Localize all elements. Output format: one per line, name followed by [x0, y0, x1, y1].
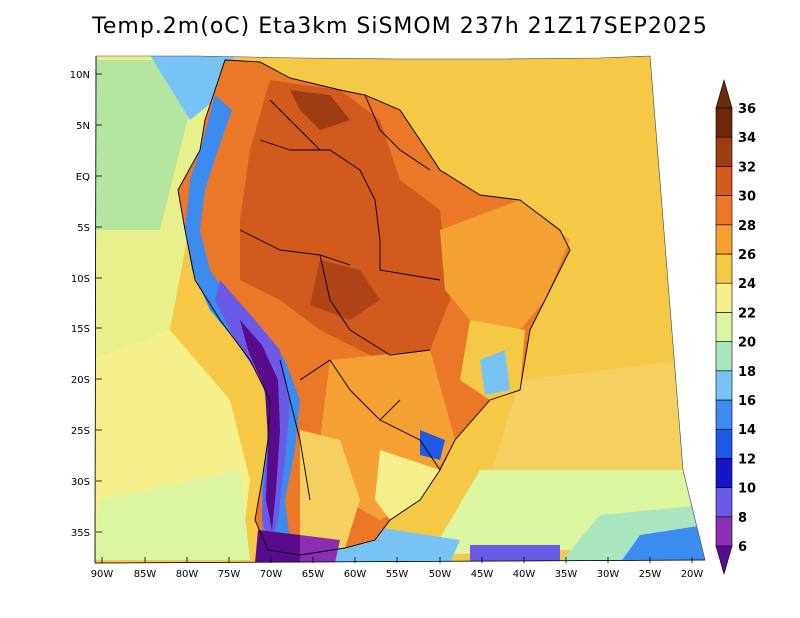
lon-label-65w: 65W [302, 569, 325, 580]
latitude-axis: 10N 5N EQ 5S 10S 15S 20S 25S 30S 35S [70, 55, 102, 564]
colorbar-label: 24 [738, 277, 756, 292]
colorbar-swatches [715, 78, 733, 576]
country-borders [177, 59, 571, 556]
colorbar-label: 14 [738, 423, 756, 438]
lon-label-70w: 70W [260, 569, 283, 580]
lon-label-30w: 30W [597, 569, 620, 580]
lon-label-90w: 90W [91, 569, 114, 580]
colorbar-label: 8 [738, 511, 747, 526]
colorbar-swatch [715, 136, 733, 167]
lon-label-85w: 85W [134, 569, 157, 580]
colorbar-swatch [715, 370, 733, 401]
colorbar-swatch [715, 282, 733, 313]
lat-label-5n: 5N [76, 121, 90, 132]
colorbar-swatch [715, 487, 733, 518]
lon-label-75w: 75W [218, 569, 241, 580]
colorbar-label: 16 [738, 394, 756, 409]
lat-label-15s: 15S [71, 324, 90, 335]
lon-label-20w: 20W [681, 569, 704, 580]
colorbar-label: 10 [738, 482, 756, 497]
colorbar-swatch [715, 107, 733, 138]
colorbar-label: 30 [738, 190, 756, 205]
colorbar-label: 28 [738, 219, 756, 234]
colorbar-swatch [715, 516, 733, 547]
lon-label-45w: 45W [471, 569, 494, 580]
colorbar-label: 32 [738, 160, 756, 175]
map-title: Temp.2m(oC) Eta3km SiSMOM 237h 21Z17SEP2… [92, 14, 708, 39]
colorbar-swatch [715, 341, 733, 372]
lon-label-25w: 25W [639, 569, 662, 580]
lat-label-35s: 35S [71, 528, 90, 539]
lat-label-10s: 10S [71, 274, 90, 285]
lon-label-80w: 80W [176, 569, 199, 580]
colorbar-swatch [715, 224, 733, 255]
colorbar-swatch [715, 399, 733, 430]
lat-label-20s: 20S [71, 375, 90, 386]
lat-label-10n: 10N [70, 70, 90, 81]
colorbar-label: 20 [738, 336, 756, 351]
lat-label-25s: 25S [71, 426, 90, 437]
colorbar-swatch [715, 166, 733, 196]
colorbar-bottom-arrow [715, 545, 733, 576]
lon-label-55w: 55W [386, 569, 409, 580]
colorbar-label: 18 [738, 365, 756, 380]
colorbar-swatch [715, 458, 733, 488]
colorbar-label: 12 [738, 452, 756, 467]
colorbar-swatch [715, 195, 733, 226]
colorbar-top-arrow [715, 78, 733, 109]
colorbar-swatch [715, 253, 733, 284]
lon-label-60w: 60W [344, 569, 367, 580]
colorbar-label: 34 [738, 131, 756, 146]
lat-label-eq: EQ [76, 172, 90, 183]
lon-label-40w: 40W [513, 569, 536, 580]
longitude-axis: 90W 85W 80W 75W 70W 65W 60W 55W 50W 45W … [91, 557, 706, 580]
lon-label-50w: 50W [429, 569, 452, 580]
colorbar-labels: 6 8 10 12 14 16 18 20 22 24 26 28 30 32 34 36 [738, 102, 756, 555]
lat-label-30s: 30S [71, 477, 90, 488]
colorbar-label: 36 [738, 102, 756, 117]
colorbar-swatch [715, 312, 733, 342]
colorbar-label: 6 [738, 540, 747, 555]
lat-label-5s: 5S [77, 223, 90, 234]
lon-label-35w: 35W [555, 569, 578, 580]
colorbar-label: 26 [738, 248, 756, 263]
colorbar-label: 22 [738, 306, 756, 321]
colorbar-swatch [715, 428, 733, 459]
